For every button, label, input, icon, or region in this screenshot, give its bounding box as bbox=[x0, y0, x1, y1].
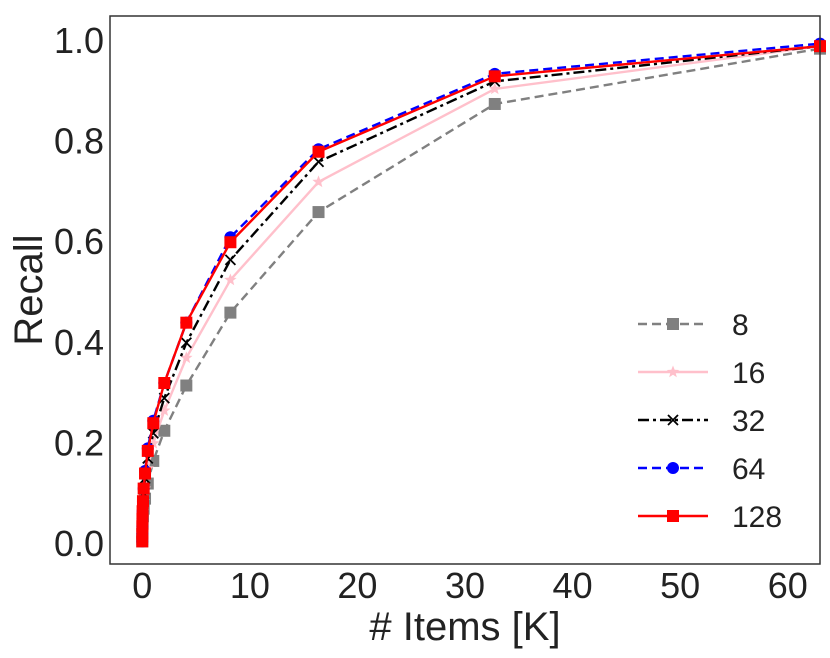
legend-entry: 64 bbox=[638, 453, 765, 486]
y-tick-labels: 0.0 0.2 0.4 0.6 0.8 1.0 bbox=[54, 20, 104, 564]
series-128 bbox=[136, 40, 826, 548]
data-point bbox=[312, 206, 325, 219]
data-point bbox=[136, 505, 149, 518]
data-point bbox=[141, 444, 154, 457]
y-tick-label: 1.0 bbox=[54, 20, 104, 61]
data-point bbox=[224, 306, 237, 319]
data-point bbox=[158, 377, 171, 390]
legend-marker bbox=[667, 414, 679, 426]
legend-label: 16 bbox=[732, 357, 765, 390]
legend-entry: 16 bbox=[638, 357, 765, 390]
series-line-32 bbox=[141, 44, 821, 542]
data-point bbox=[180, 337, 192, 349]
series-32 bbox=[136, 40, 826, 548]
legend-label: 32 bbox=[732, 405, 765, 438]
data-point bbox=[488, 97, 501, 110]
series-8 bbox=[136, 42, 826, 548]
legend-entry: 32 bbox=[638, 405, 765, 438]
legend-marker bbox=[667, 510, 679, 522]
data-point bbox=[180, 316, 193, 329]
legend-label: 64 bbox=[732, 453, 765, 486]
series-64 bbox=[136, 37, 826, 548]
legend-entry: 8 bbox=[638, 309, 749, 342]
x-tick-label: 30 bbox=[445, 565, 485, 606]
data-point bbox=[312, 175, 325, 188]
data-point bbox=[180, 351, 193, 364]
y-axis-title: Recall bbox=[7, 234, 51, 345]
data-point bbox=[137, 482, 150, 495]
data-point bbox=[224, 273, 237, 286]
legend-marker bbox=[667, 462, 679, 474]
data-point bbox=[147, 436, 160, 449]
legend-marker bbox=[666, 365, 680, 378]
series-line-16 bbox=[141, 44, 821, 542]
data-point bbox=[158, 424, 171, 437]
x-tick-labels: 0 10 20 30 40 50 60 bbox=[132, 565, 807, 606]
y-tick-label: 0.6 bbox=[54, 221, 104, 262]
data-point bbox=[224, 254, 237, 266]
data-point bbox=[147, 417, 160, 430]
data-point bbox=[312, 156, 325, 168]
series-line-64 bbox=[141, 42, 821, 542]
x-tick-label: 60 bbox=[768, 565, 808, 606]
series-line-8 bbox=[141, 47, 821, 542]
legend-label: 128 bbox=[732, 501, 782, 534]
legend-marker bbox=[667, 318, 679, 330]
x-tick-label: 0 bbox=[132, 565, 152, 606]
legend-label: 8 bbox=[732, 309, 749, 342]
x-tick-label: 40 bbox=[553, 565, 593, 606]
y-tick-label: 0.4 bbox=[54, 322, 104, 363]
legend: 8 16 32 64 128 bbox=[638, 309, 782, 534]
data-point bbox=[139, 467, 152, 480]
series-line-128 bbox=[141, 44, 821, 542]
x-tick-label: 20 bbox=[337, 565, 377, 606]
y-tick-label: 0.0 bbox=[54, 523, 104, 564]
data-point bbox=[136, 495, 149, 508]
plot-frame bbox=[109, 15, 821, 565]
data-point bbox=[224, 236, 237, 249]
data-point bbox=[158, 404, 171, 416]
x-axis-title: # Items [K] bbox=[369, 605, 560, 649]
x-tick-label: 10 bbox=[230, 565, 270, 606]
data-point bbox=[488, 70, 501, 83]
x-tick-label: 50 bbox=[660, 565, 700, 606]
data-point bbox=[312, 145, 325, 158]
data-point bbox=[180, 379, 193, 392]
series-16 bbox=[136, 39, 827, 547]
y-tick-label: 0.2 bbox=[54, 422, 104, 463]
y-tick-label: 0.8 bbox=[54, 121, 104, 162]
legend-entry: 128 bbox=[638, 501, 782, 534]
series-layer bbox=[136, 37, 827, 548]
data-point bbox=[488, 82, 501, 95]
